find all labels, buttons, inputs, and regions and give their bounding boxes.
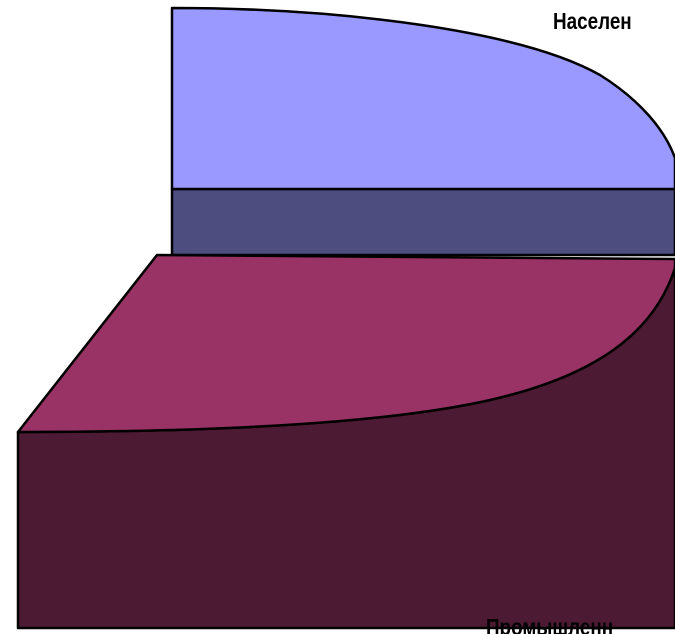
slice-naselen-side <box>170 187 675 257</box>
slice-label-naselen: Населен <box>553 8 632 34</box>
slice-label-promyshlenn: Промышленн <box>486 614 614 634</box>
slice-naselen-top <box>170 6 675 191</box>
slice-promyshlenn-top <box>16 253 675 434</box>
